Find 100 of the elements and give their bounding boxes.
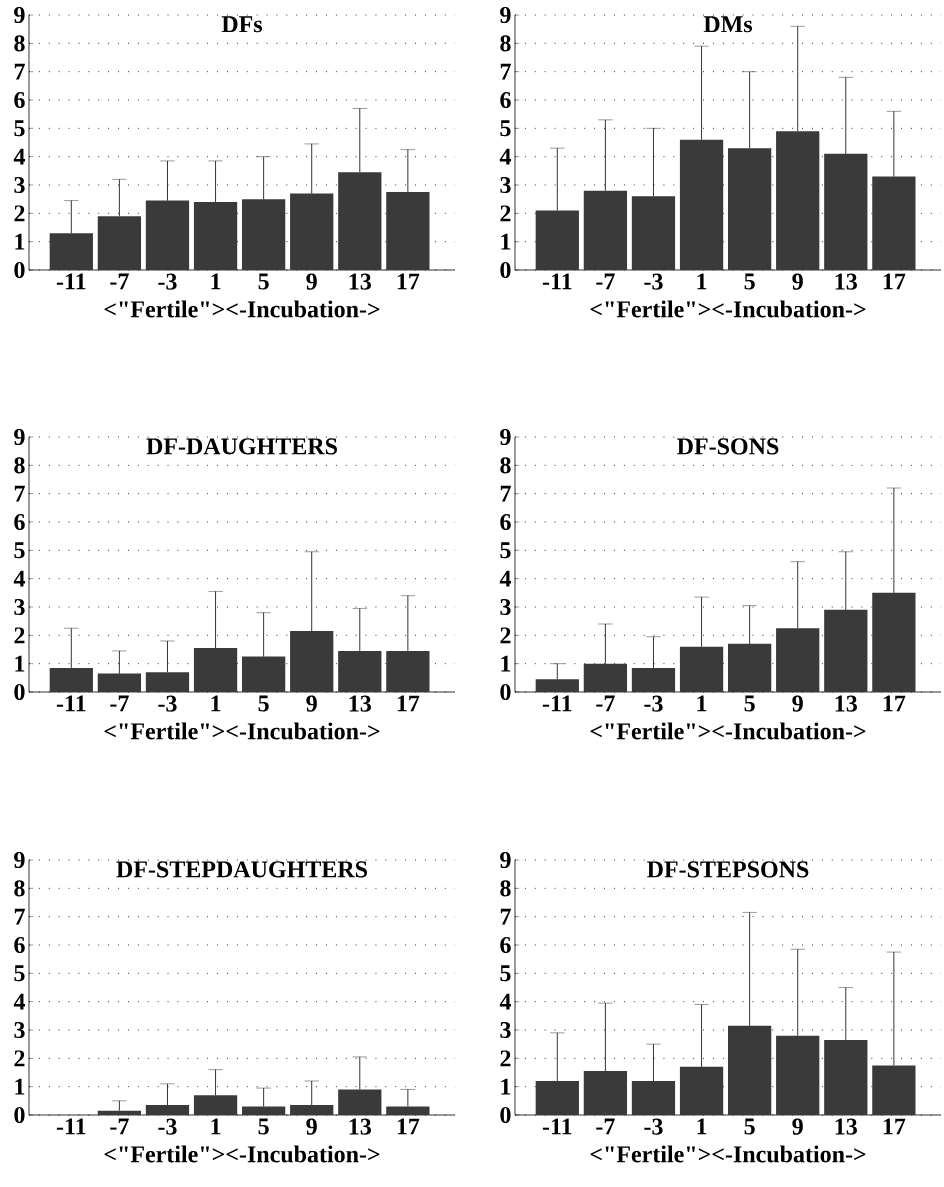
x-tick-label: 5 bbox=[744, 695, 755, 712]
chart-title: DF-SONS bbox=[677, 438, 779, 455]
x-axis-title: <"Fertile"><-Incubation-> bbox=[590, 300, 866, 318]
x-axis-title: <"Fertile"><-Incubation-> bbox=[104, 1145, 380, 1163]
y-tick-label: 2 bbox=[500, 1050, 511, 1067]
x-tick-label: 13 bbox=[835, 1118, 857, 1135]
y-tick-label: 5 bbox=[500, 965, 511, 982]
y-tick-label: 6 bbox=[14, 513, 25, 531]
x-tick-label: 5 bbox=[744, 273, 755, 290]
y-tick-label: 3 bbox=[500, 598, 511, 616]
chart-title: DMs bbox=[703, 16, 753, 33]
x-axis-title: <"Fertile"><-Incubation-> bbox=[590, 722, 866, 740]
chart-title: DF-DAUGHTERS bbox=[146, 438, 337, 455]
y-tick-label: 5 bbox=[500, 542, 511, 559]
x-tick-label: -11 bbox=[542, 695, 572, 712]
y-tick-label: 0 bbox=[14, 1106, 25, 1124]
y-tick-label: 4 bbox=[13, 993, 26, 1010]
y-tick-label: 9 bbox=[14, 6, 25, 24]
x-tick-label: 5 bbox=[258, 1118, 269, 1135]
x-tick-label: -7 bbox=[596, 1118, 615, 1135]
y-tick-label: 0 bbox=[14, 683, 25, 701]
x-tick-label: -11 bbox=[56, 273, 86, 290]
x-tick-label: 9 bbox=[306, 273, 317, 290]
chart-title: DFs bbox=[221, 16, 263, 33]
x-tick-label: 1 bbox=[697, 1118, 707, 1135]
y-tick-label: 5 bbox=[500, 120, 511, 137]
y-tick-label: 6 bbox=[14, 91, 25, 109]
y-tick-label: 7 bbox=[14, 908, 25, 925]
y-tick-label: 3 bbox=[500, 176, 511, 194]
y-tick-label: 1 bbox=[15, 233, 25, 250]
x-tick-label: 9 bbox=[792, 1118, 803, 1135]
y-tick-label: 0 bbox=[500, 1106, 511, 1124]
x-axis-title: <"Fertile"><-Incubation-> bbox=[104, 722, 380, 740]
y-tick-label: 2 bbox=[14, 627, 25, 644]
x-tick-label: -11 bbox=[56, 1118, 86, 1135]
y-tick-label: 0 bbox=[500, 683, 511, 701]
y-tick-label: 1 bbox=[15, 655, 25, 672]
x-tick-label: -7 bbox=[110, 1118, 129, 1135]
y-tick-label: 4 bbox=[13, 148, 26, 165]
y-tick-label: 1 bbox=[15, 1078, 25, 1095]
x-tick-label: -7 bbox=[110, 695, 129, 712]
y-tick-label: 8 bbox=[500, 880, 511, 897]
x-tick-label: 5 bbox=[744, 1118, 755, 1135]
y-tick-label: 1 bbox=[501, 233, 511, 250]
y-tick-label: 1 bbox=[501, 1078, 511, 1095]
y-tick-label: 6 bbox=[500, 513, 511, 531]
y-tick-label: 2 bbox=[500, 627, 511, 644]
y-tick-label: 7 bbox=[500, 63, 511, 80]
x-tick-label: -3 bbox=[158, 695, 177, 712]
y-tick-label: 8 bbox=[14, 35, 25, 52]
x-tick-label: -3 bbox=[644, 695, 663, 712]
y-tick-label: 5 bbox=[14, 542, 25, 559]
x-tick-label: 13 bbox=[349, 1118, 371, 1135]
y-tick-label: 3 bbox=[14, 598, 25, 616]
x-tick-label: 13 bbox=[835, 273, 857, 290]
chart-title: DF-STEPDAUGHTERS bbox=[116, 861, 367, 878]
y-tick-label: 7 bbox=[14, 63, 25, 80]
y-tick-label: 2 bbox=[500, 205, 511, 222]
x-tick-label: -3 bbox=[158, 273, 177, 290]
y-tick-label: 3 bbox=[14, 1021, 25, 1039]
y-tick-label: 9 bbox=[500, 851, 511, 869]
y-tick-label: 7 bbox=[500, 485, 511, 502]
x-tick-label: -7 bbox=[596, 273, 615, 290]
x-tick-label: 9 bbox=[792, 695, 803, 712]
x-tick-label: 9 bbox=[306, 1118, 317, 1135]
y-tick-label: 9 bbox=[500, 6, 511, 24]
x-tick-label: 5 bbox=[258, 695, 269, 712]
x-tick-label: 17 bbox=[883, 695, 906, 712]
x-tick-label: 1 bbox=[211, 695, 221, 712]
x-tick-label: 1 bbox=[697, 695, 707, 712]
y-tick-label: 1 bbox=[501, 655, 511, 672]
y-tick-label: 9 bbox=[500, 428, 511, 446]
x-tick-label: 9 bbox=[306, 695, 317, 712]
x-tick-label: 17 bbox=[397, 1118, 420, 1135]
y-tick-label: 5 bbox=[14, 965, 25, 982]
y-tick-label: 8 bbox=[14, 880, 25, 897]
y-tick-label: 0 bbox=[500, 261, 511, 279]
y-tick-label: 4 bbox=[499, 148, 512, 165]
y-tick-label: 8 bbox=[500, 35, 511, 52]
y-tick-label: 7 bbox=[500, 908, 511, 925]
x-tick-label: -7 bbox=[596, 695, 615, 712]
x-tick-label: 17 bbox=[883, 1118, 906, 1135]
y-tick-label: 2 bbox=[14, 205, 25, 222]
y-tick-label: 6 bbox=[500, 91, 511, 109]
x-tick-label: 17 bbox=[883, 273, 906, 290]
x-tick-label: 1 bbox=[211, 1118, 221, 1135]
x-axis-title: <"Fertile"><-Incubation-> bbox=[590, 1145, 866, 1163]
x-tick-label: -7 bbox=[110, 273, 129, 290]
y-tick-label: 8 bbox=[14, 457, 25, 474]
x-axis-title: <"Fertile"><-Incubation-> bbox=[104, 300, 380, 318]
x-tick-label: -3 bbox=[644, 273, 663, 290]
x-tick-label: 1 bbox=[211, 273, 221, 290]
x-tick-label: -11 bbox=[542, 1118, 572, 1135]
x-tick-label: -3 bbox=[158, 1118, 177, 1135]
y-tick-label: 6 bbox=[14, 936, 25, 954]
y-tick-label: 4 bbox=[13, 570, 26, 587]
y-tick-label: 6 bbox=[500, 936, 511, 954]
y-tick-label: 5 bbox=[14, 120, 25, 137]
x-tick-label: -3 bbox=[644, 1118, 663, 1135]
y-tick-label: 9 bbox=[14, 428, 25, 446]
